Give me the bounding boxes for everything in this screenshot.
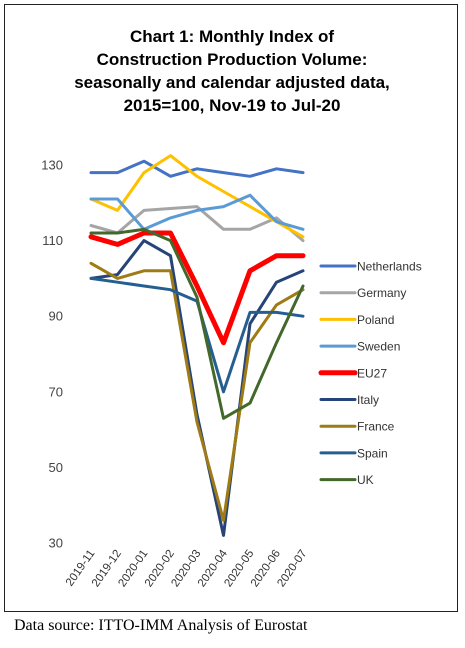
y-tick-label: 130 bbox=[41, 158, 63, 173]
series-line-france bbox=[89, 261, 305, 522]
series-line-poland bbox=[89, 154, 305, 239]
y-tick-label: 90 bbox=[49, 309, 63, 324]
chart-title-line-2: Construction Production Volume: bbox=[96, 50, 368, 69]
legend-label: Poland bbox=[357, 313, 394, 327]
y-tick-label: 110 bbox=[42, 233, 63, 248]
series-line-netherlands bbox=[89, 159, 305, 178]
legend-label: UK bbox=[357, 473, 374, 487]
series-line-germany bbox=[89, 205, 305, 243]
chart-frame: Chart 1: Monthly Index of Construction P… bbox=[4, 4, 458, 612]
series-line-eu27 bbox=[88, 230, 306, 346]
y-tick-label: 30 bbox=[49, 536, 63, 551]
x-axis: 2019-112019-122020-012020-022020-032020-… bbox=[64, 547, 310, 589]
legend-label: France bbox=[357, 420, 395, 434]
chart-title-line-4: 2015=100, Nov-19 to Jul-20 bbox=[123, 96, 341, 115]
chart-title: Chart 1: Monthly Index of Construction P… bbox=[5, 25, 459, 117]
series-line-uk bbox=[89, 227, 305, 420]
plot-area bbox=[88, 154, 306, 537]
chart-title-line-3: seasonally and calendar adjusted data, bbox=[74, 73, 390, 92]
legend: Netherlands Germany Poland Sweden EU27 Italy F… bbox=[318, 260, 422, 487]
legend-label: Italy bbox=[357, 393, 379, 407]
data-source-note: Data source: ITTO-IMM Analysis of Eurost… bbox=[14, 617, 308, 634]
y-tick-label: 50 bbox=[49, 460, 63, 475]
y-axis: 30 50 70 90 110 130 bbox=[41, 158, 63, 551]
line-chart: 30 50 70 90 110 130 2019-112019-122020-012020… bbox=[41, 154, 422, 589]
legend-label: Netherlands bbox=[357, 260, 422, 274]
legend-label: EU27 bbox=[357, 366, 387, 380]
y-tick-label: 70 bbox=[49, 384, 63, 399]
legend-label: Spain bbox=[357, 446, 388, 460]
series-line-sweden bbox=[89, 193, 305, 231]
legend-label: Sweden bbox=[357, 340, 400, 354]
chart-title-line-1: Chart 1: Monthly Index of bbox=[130, 27, 334, 46]
legend-label: Germany bbox=[357, 286, 406, 300]
